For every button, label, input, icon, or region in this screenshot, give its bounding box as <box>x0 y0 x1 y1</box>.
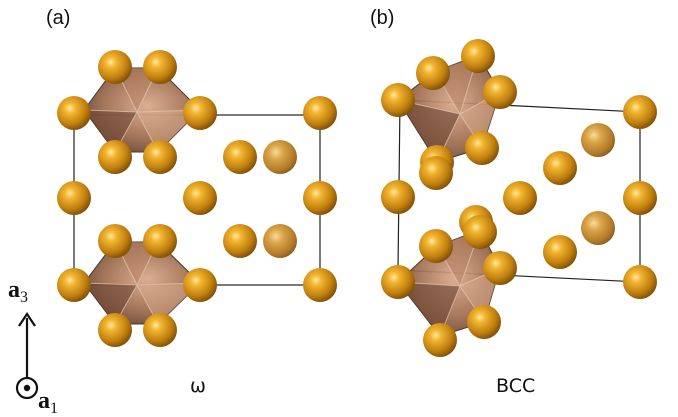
atom <box>543 235 577 269</box>
atom <box>623 265 657 299</box>
axes-indicator: a3 a1 <box>8 277 58 417</box>
atom <box>263 224 297 258</box>
atom <box>381 83 415 117</box>
atom <box>303 268 337 302</box>
atom <box>381 265 415 299</box>
atom <box>303 181 337 215</box>
atom <box>423 323 457 357</box>
atom <box>143 313 177 347</box>
panel-omega: (a) <box>46 7 337 397</box>
atom <box>581 211 615 245</box>
atom <box>183 181 217 215</box>
atom <box>57 96 91 130</box>
panel-label-a: (a) <box>46 7 70 29</box>
atom <box>263 140 297 174</box>
atom <box>467 305 501 339</box>
atom <box>623 95 657 129</box>
atom <box>483 75 517 109</box>
atom <box>465 131 499 165</box>
atom <box>183 96 217 130</box>
atom <box>143 50 177 84</box>
coordination-polyhedron <box>83 67 201 153</box>
atom <box>143 224 177 258</box>
atom <box>183 268 217 302</box>
axis-a1-label: a1 <box>38 388 58 417</box>
axis-a3-label: a3 <box>8 277 28 306</box>
atom <box>416 56 450 90</box>
arrow-up-icon <box>18 312 36 327</box>
atom <box>543 151 577 185</box>
panel-bcc: (b) <box>370 7 657 397</box>
out-of-plane-dot <box>23 384 31 392</box>
atom <box>623 181 657 215</box>
atom <box>381 180 415 214</box>
atom <box>143 140 177 174</box>
panel-label-b: (b) <box>370 7 394 29</box>
atom <box>98 140 132 174</box>
atom <box>303 96 337 130</box>
atom <box>461 39 495 73</box>
panel-caption-bcc: BCC <box>496 375 535 397</box>
atom <box>57 268 91 302</box>
atoms-bcc <box>381 39 657 357</box>
atom <box>483 251 517 285</box>
atom <box>419 156 453 190</box>
atom <box>223 224 257 258</box>
atom <box>581 123 615 157</box>
panel-caption-omega: ω <box>190 375 206 397</box>
coordination-polyhedron <box>83 241 201 325</box>
atom <box>57 181 91 215</box>
atom <box>419 229 453 263</box>
atom <box>463 215 497 249</box>
atom <box>98 50 132 84</box>
atom <box>503 181 537 215</box>
atom <box>98 224 132 258</box>
atoms-omega <box>57 50 337 347</box>
atom <box>98 313 132 347</box>
atom <box>223 140 257 174</box>
